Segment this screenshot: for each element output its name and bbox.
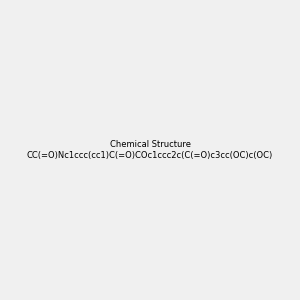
Text: Chemical Structure
CC(=O)Nc1ccc(cc1)C(=O)COc1ccc2c(C(=O)c3cc(OC)c(OC): Chemical Structure CC(=O)Nc1ccc(cc1)C(=O… xyxy=(27,140,273,160)
